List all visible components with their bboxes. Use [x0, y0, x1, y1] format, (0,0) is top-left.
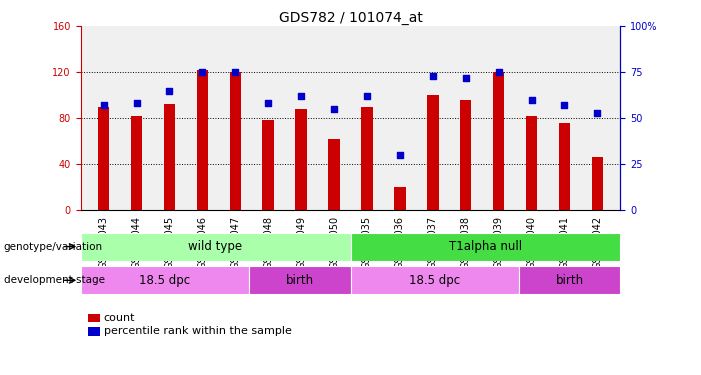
Point	[329, 106, 340, 112]
Point	[230, 69, 241, 75]
Bar	[519, 266, 620, 294]
Bar	[229, 72, 241, 210]
Point	[427, 73, 438, 79]
Text: 18.5 dpc: 18.5 dpc	[409, 274, 461, 287]
Bar	[460, 100, 472, 210]
Point	[164, 88, 175, 94]
Bar	[427, 95, 439, 210]
Point	[131, 100, 142, 106]
Bar	[81, 232, 350, 261]
Text: 18.5 dpc: 18.5 dpc	[139, 274, 191, 287]
Point	[296, 93, 307, 99]
Bar	[164, 104, 175, 210]
Title: GDS782 / 101074_at: GDS782 / 101074_at	[278, 11, 423, 25]
Point	[493, 69, 504, 75]
Text: percentile rank within the sample: percentile rank within the sample	[104, 327, 292, 336]
Bar	[559, 123, 570, 210]
Text: birth: birth	[556, 274, 584, 287]
Bar	[98, 106, 109, 210]
Point	[526, 97, 537, 103]
Bar	[350, 232, 620, 261]
Bar	[493, 72, 504, 210]
Bar	[262, 120, 274, 210]
Bar	[394, 187, 406, 210]
Bar	[592, 157, 603, 210]
Point	[98, 102, 109, 108]
Point	[197, 69, 208, 75]
Bar	[81, 266, 250, 294]
Bar	[131, 116, 142, 210]
Bar	[295, 109, 307, 210]
Bar	[197, 70, 208, 210]
Text: T1alpha null: T1alpha null	[449, 240, 522, 253]
Point	[263, 100, 274, 106]
Point	[361, 93, 372, 99]
Bar	[361, 106, 373, 210]
Text: birth: birth	[286, 274, 314, 287]
Point	[460, 75, 471, 81]
Text: development stage: development stage	[4, 275, 104, 285]
Bar	[328, 139, 340, 210]
Text: wild type: wild type	[189, 240, 243, 253]
Bar	[350, 266, 519, 294]
Point	[592, 110, 603, 116]
Point	[394, 152, 405, 158]
Bar	[250, 266, 350, 294]
Text: count: count	[104, 313, 135, 322]
Point	[559, 102, 570, 108]
Bar	[526, 116, 537, 210]
Text: genotype/variation: genotype/variation	[4, 242, 102, 252]
